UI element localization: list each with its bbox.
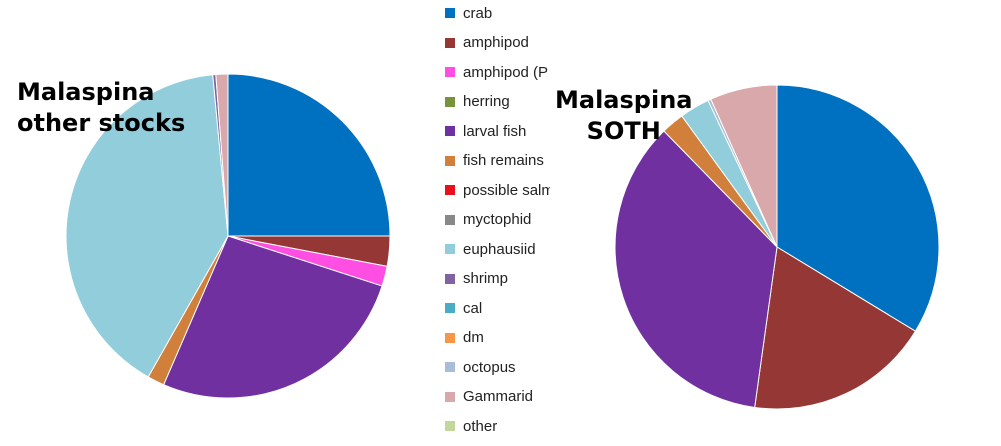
legend-label: myctophid (463, 211, 532, 228)
legend-label: amphipod (P (463, 63, 549, 81)
legend-swatch (445, 332, 455, 343)
legend-label: octopus (463, 358, 516, 376)
pie-slice-soth-crab (776, 84, 940, 332)
legend-swatch (445, 214, 455, 225)
chart-title-other-stocks: Malaspina other stocks (17, 77, 185, 139)
legend-item: fish remains (445, 151, 544, 171)
chart-title-soth-line2: SOTH (586, 117, 661, 145)
legend-swatch (445, 391, 455, 402)
legend-label: dm (463, 329, 484, 346)
legend-swatch (445, 155, 455, 166)
pie-chart-other-stocks (65, 73, 391, 399)
pie-slice-other-stocks-gammarid (215, 73, 229, 237)
legend-item: larval fish (445, 121, 526, 141)
legend-swatch (445, 303, 455, 313)
legend-label: amphipod (463, 34, 529, 51)
legend-swatch (445, 8, 455, 18)
legend-swatch (445, 362, 455, 372)
legend-item: crab (445, 3, 492, 23)
legend-swatch (445, 244, 455, 254)
chart-title-other-stocks-line1: Malaspina (17, 78, 155, 106)
pie-slice-other-stocks-larval-fish (163, 235, 383, 399)
pie-slice-other-stocks-euphausiid (65, 74, 229, 378)
legend-item: euphausiid (445, 239, 536, 259)
legend-item: possible salm (445, 180, 550, 200)
legend-label: shrimp (463, 270, 509, 287)
legend-item: amphipod (445, 33, 529, 53)
legend-item: octopus (445, 357, 516, 377)
chart-title-other-stocks-line2: other stocks (17, 109, 186, 137)
pie-chart-soth (614, 84, 940, 410)
legend-item: herring (445, 92, 510, 112)
legend-item: other (445, 416, 497, 436)
legend-label: fish remains (463, 152, 544, 169)
pie-slice-soth-amphipod (754, 246, 917, 410)
legend-swatch (445, 67, 455, 77)
legend-swatch (445, 126, 455, 136)
legend-item: cal (445, 298, 482, 318)
legend-label: crab (463, 4, 493, 22)
legend-swatch (445, 185, 455, 195)
legend-label: herring (463, 93, 510, 110)
legend-label: possible salm (463, 181, 550, 199)
chart-title-soth: Malaspina SOTH (555, 85, 692, 147)
legend-swatch (445, 37, 455, 48)
legend-swatch (445, 96, 455, 107)
chart-title-soth-line1: Malaspina (555, 86, 693, 114)
chart-legend: crab amphipod amphipod (P herring larval fis… (445, 3, 550, 446)
legend-label: larval fish (463, 122, 527, 140)
pie-slice-soth-gammarid (710, 84, 778, 248)
legend-item: Gammarid (445, 387, 533, 407)
pie-slice-soth-larval-fish (614, 130, 778, 409)
legend-label: cal (463, 299, 483, 317)
legend-label: euphausiid (463, 240, 536, 258)
legend-label: other (463, 417, 498, 435)
legend-swatch (445, 273, 455, 284)
legend-item: shrimp (445, 269, 508, 289)
legend-item: myctophid (445, 210, 531, 230)
legend-item: dm (445, 328, 484, 348)
legend-item: amphipod (P (445, 62, 548, 82)
legend-label: Gammarid (463, 388, 534, 405)
pie-slice-other-stocks-crab (227, 73, 391, 237)
legend-swatch (445, 421, 455, 431)
